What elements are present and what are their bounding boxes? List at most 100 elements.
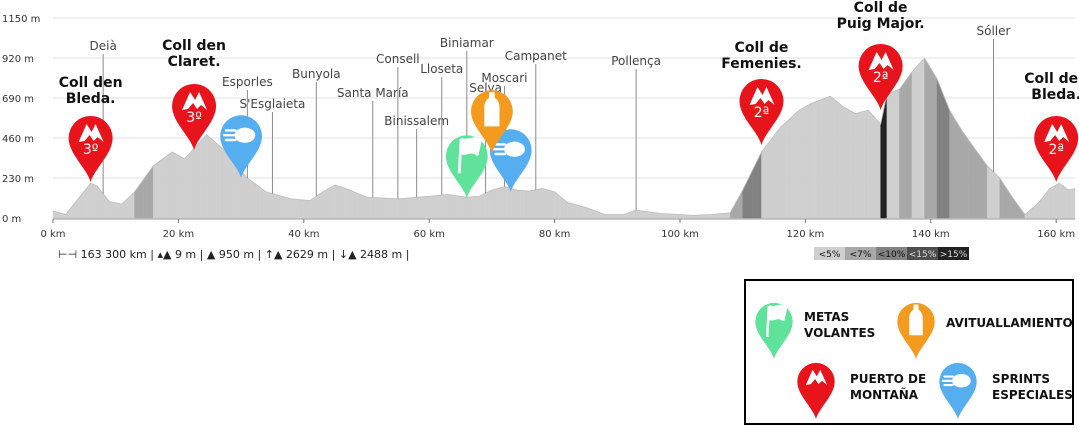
slope-label: <5% [819, 250, 841, 260]
profile-segment [805, 104, 809, 219]
route-stats: ⊢⊣ 163 300 km | ▴▲ 9 m | ▲ 950 m | ↑▲ 26… [58, 248, 410, 261]
profile-segment [284, 196, 289, 219]
profile-segment [165, 153, 170, 219]
profile-segment [993, 171, 997, 219]
sprints-marker [220, 115, 262, 178]
profile-segment [262, 189, 267, 219]
profile-segment [892, 90, 897, 219]
min-altitude-icon: ▴▲ [157, 248, 172, 261]
slope-swatch [907, 247, 938, 260]
town-label: Campanet [505, 49, 567, 63]
profile-segment [849, 109, 853, 219]
mountain-icon [805, 369, 828, 385]
profile-segment [328, 186, 333, 219]
profile-segment [726, 212, 731, 219]
profile-segment [930, 67, 935, 219]
profile-segment [889, 91, 894, 219]
profile-segment [1062, 185, 1066, 219]
profile-segment [463, 196, 468, 219]
climb-name: Coll den [162, 38, 226, 54]
profile-segment [193, 144, 198, 219]
profile-segment [366, 196, 370, 219]
profile-segment [209, 136, 214, 219]
profile-segment [225, 151, 229, 219]
profile-segment [375, 197, 380, 219]
x-tick-label: 160 km [1037, 229, 1075, 240]
profile-segment [413, 197, 417, 219]
profile-segment [755, 158, 759, 219]
profile-segment [983, 160, 988, 219]
profile-segment [294, 198, 298, 219]
profile-segment [513, 189, 518, 219]
x-tick-label: 20 km [163, 229, 194, 240]
profile-segment [416, 196, 420, 219]
profile-segment [886, 92, 891, 219]
profile-segment [861, 110, 866, 219]
profile-segment [272, 193, 276, 219]
profile-segment [939, 86, 944, 219]
profile-segment [1065, 187, 1069, 219]
profile-segment [563, 199, 568, 219]
legend-sprints-marker [939, 362, 977, 419]
profile-segment [864, 109, 869, 219]
profile-segment [792, 112, 797, 219]
profile-segment [651, 212, 656, 219]
climb-name: Puig Major. [837, 16, 925, 32]
profile-segment [476, 196, 480, 219]
profile-segment [159, 158, 163, 219]
profile-segment [510, 188, 515, 219]
profile-segment [987, 165, 991, 219]
profile-segment [253, 182, 257, 219]
profile-segment [516, 189, 521, 219]
profile-segment [1071, 188, 1076, 219]
slope-swatch [845, 247, 876, 260]
x-tick-label: 120 km [786, 229, 824, 240]
profile-segment [391, 198, 395, 219]
marker-legend-svg: METAS VOLANTES AVITUALLAMIENTO PUERTO DE… [755, 302, 1073, 419]
profile-segment [234, 163, 239, 219]
profile-segment [786, 118, 790, 219]
profile-segment [250, 179, 254, 219]
profile-segment [933, 72, 938, 219]
profile-segment [90, 182, 94, 219]
profile-segment [877, 120, 881, 219]
profile-segment [955, 119, 960, 219]
profile-segment [287, 197, 292, 219]
y-tick-label: 230 m [2, 174, 34, 185]
profile-segment [206, 134, 210, 219]
profile-segment [432, 195, 436, 219]
profile-segment [203, 134, 207, 219]
profile-segment [485, 191, 489, 219]
profile-segment [1049, 186, 1054, 219]
profile-segment [664, 213, 668, 219]
metas_volantes-marker [445, 135, 488, 198]
profile-segment [541, 188, 546, 219]
profile-segment [523, 190, 527, 219]
profile-segment [660, 213, 665, 219]
climb-name: Bleda. [66, 91, 116, 107]
profile-segment [482, 192, 486, 219]
profile-segment [971, 143, 975, 219]
profile-segment [410, 197, 414, 219]
profile-segment [544, 189, 549, 219]
slope-swatch [876, 247, 907, 260]
flag-icon [457, 137, 482, 174]
profile-segment [751, 164, 756, 219]
profile-segment [883, 94, 888, 219]
profile-segment [720, 213, 725, 219]
legend-metas-volantes-line2: VOLANTES [804, 326, 875, 340]
y-axis: 0 m 230 m 460 m 690 m 920 m 1150 m [2, 14, 40, 225]
climb-name: Femenies. [721, 56, 802, 72]
puerto-pin [797, 362, 835, 419]
profile-segment [767, 139, 772, 219]
profile-segment [908, 71, 913, 219]
profile-segment [178, 155, 182, 219]
slope-swatch [938, 247, 969, 260]
profile-segment [259, 186, 264, 219]
ascent-icon: ↑▲ [264, 248, 283, 261]
profile-segment [867, 109, 872, 219]
profile-segment [830, 95, 834, 219]
puerto-marker: 2ª [858, 44, 903, 110]
profile-segment [322, 189, 326, 219]
profile-segment [269, 192, 273, 219]
